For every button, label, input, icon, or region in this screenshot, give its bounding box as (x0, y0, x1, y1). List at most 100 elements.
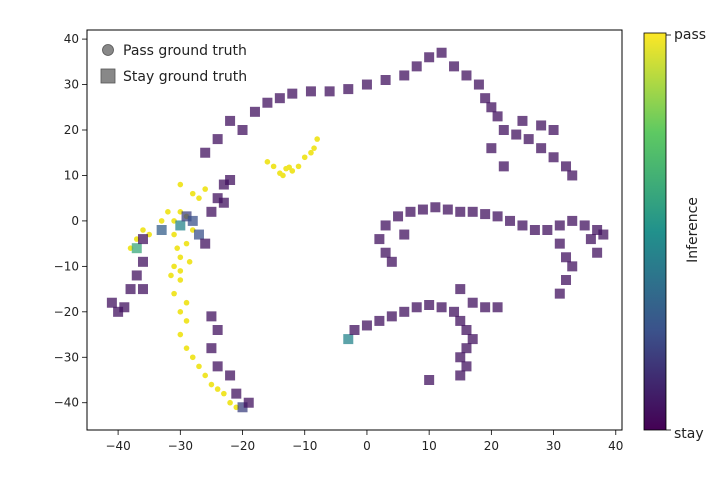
pass-point (189, 354, 196, 361)
stay-point (137, 256, 148, 267)
stay-point (206, 343, 217, 354)
stay-point (380, 220, 391, 231)
pass-point (202, 372, 208, 379)
pass-point (174, 245, 181, 251)
stay-point (480, 209, 491, 220)
stay-point (561, 161, 572, 172)
stay-point (274, 93, 285, 104)
y-tick-label: 0 (71, 214, 79, 228)
stay-point (287, 88, 298, 99)
stay-point (473, 79, 484, 90)
stay-point (156, 225, 167, 235)
stay-point (324, 86, 335, 97)
stay-point (517, 115, 528, 126)
y-tick-label: 10 (64, 168, 79, 182)
stay-point (113, 306, 124, 317)
stay-point (237, 125, 248, 135)
stay-point (554, 220, 565, 231)
pass-point (196, 195, 202, 201)
stay-point (399, 229, 410, 240)
stay-point (405, 206, 416, 217)
stay-point (417, 204, 428, 215)
stay-point (262, 97, 273, 108)
pass-point (308, 149, 314, 156)
stay-point (467, 206, 478, 217)
pass-point (171, 263, 177, 270)
stay-point (200, 238, 211, 249)
stay-point (455, 315, 466, 326)
y-tick-label: 20 (64, 123, 79, 137)
stay-point (505, 215, 516, 226)
colorbar-top-label: pass (674, 27, 706, 43)
x-tick-label: −20 (230, 439, 255, 453)
pass-point (314, 136, 320, 142)
pass-point (183, 318, 190, 324)
stay-point (567, 215, 578, 226)
stay-point (455, 370, 466, 381)
stay-point (467, 334, 478, 345)
x-tick-label: 40 (608, 439, 623, 453)
legend-square-marker (100, 68, 116, 84)
stay-point (343, 334, 354, 345)
stay-point (455, 206, 466, 217)
stay-point (218, 197, 229, 208)
x-tick-label: −40 (105, 439, 130, 453)
stay-point (212, 361, 223, 372)
y-tick-label: −30 (54, 350, 79, 364)
stay-point (436, 47, 447, 58)
stay-point (243, 397, 254, 408)
pass-point (183, 240, 190, 247)
stay-point (137, 284, 148, 295)
stay-point (536, 120, 547, 131)
stay-point (206, 311, 217, 322)
stay-point (486, 102, 497, 113)
pass-point (177, 277, 184, 283)
stay-point (187, 215, 198, 226)
pass-point (295, 163, 302, 170)
stay-point (374, 315, 385, 326)
pass-point (165, 209, 171, 215)
stay-point (598, 229, 609, 240)
y-tick-label: −20 (54, 305, 79, 319)
stay-point (486, 143, 497, 154)
pass-point (280, 172, 286, 179)
pass-point (177, 254, 184, 261)
stay-point (393, 211, 404, 222)
stay-point (137, 234, 148, 245)
stay-point (424, 375, 435, 385)
stay-point (361, 320, 372, 331)
colorbar-title: Inference (685, 197, 701, 263)
pass-point (196, 363, 202, 370)
colorbar-gradient (643, 32, 667, 431)
x-tick-label: 10 (422, 439, 437, 453)
pass-point (186, 259, 193, 265)
pass-point (177, 181, 184, 188)
stay-point (492, 302, 503, 313)
stay-point (181, 211, 192, 222)
stay-point (498, 125, 509, 135)
stay-point (449, 61, 460, 72)
stay-point (200, 147, 211, 158)
stay-point (399, 306, 410, 317)
stay-point (567, 261, 578, 272)
stay-point (424, 52, 435, 63)
stay-point (218, 179, 229, 190)
x-axis-ticks: −40 −30 −20 −10 0 10 20 30 40 (105, 430, 623, 453)
stay-point (554, 288, 565, 299)
x-tick-label: 0 (363, 439, 371, 453)
stay-point (380, 247, 391, 258)
stay-point (386, 256, 397, 267)
stay-point (561, 275, 572, 285)
stay-point (567, 170, 578, 181)
stay-point (374, 234, 385, 245)
stay-point (554, 238, 565, 249)
pass-point (227, 399, 233, 406)
legend-label-pass: Pass ground truth (123, 43, 247, 59)
stay-point (529, 225, 540, 235)
pass-point (301, 154, 308, 161)
y-tick-label: −10 (54, 259, 79, 273)
stay-point (237, 402, 248, 413)
stay-point (249, 106, 260, 117)
stay-point (193, 229, 204, 240)
